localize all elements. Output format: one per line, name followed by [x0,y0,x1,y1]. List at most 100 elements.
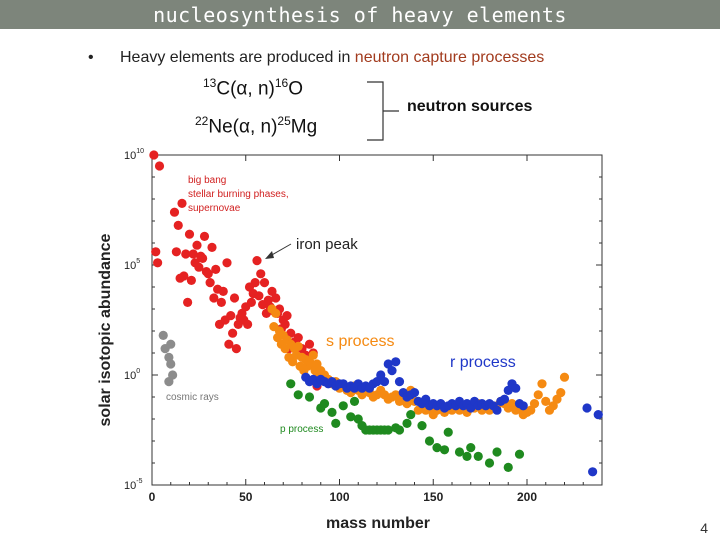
page-number: 4 [700,520,708,536]
p-data-point [394,425,405,435]
y-tick-label: 100 [124,368,140,382]
label-s-process: s process [326,333,394,350]
cosmic-data-point [164,377,174,387]
iron-peak-arrowhead [265,251,274,259]
cosmic-data-point [158,330,168,340]
s-data-point [533,390,543,400]
label-supernovae: supernovae [188,203,241,214]
y-axis-label: solar isotopic abundance [97,233,114,426]
big-data-point [179,271,189,281]
big-data-point [228,328,238,338]
big-data-point [188,249,198,259]
big-data-point [209,293,219,303]
x-tick-label: 0 [149,490,156,504]
bullet-point: • Heavy elements are produced in neutron… [88,49,544,67]
slide-title: nucleosynthesis of heavy elements [153,2,567,27]
big-data-point [194,262,204,272]
big-data-point [243,319,253,329]
p-data-point [454,447,465,457]
p-data-point [417,421,427,431]
big-data-point [218,286,228,296]
p-data-point [349,396,360,406]
big-data-point [256,269,266,279]
p-data-point [424,436,435,446]
p-data-point [503,462,513,472]
big-data-point [153,258,163,268]
p-data-point [439,445,450,455]
big-data-point [207,242,217,252]
label-r-process: r process [450,354,516,371]
r-data-point [379,377,390,387]
label-cosmic-rays: cosmic rays [166,392,219,403]
big-data-point [211,264,221,274]
r-data-point [394,377,405,387]
p-data-point [286,379,296,389]
bullet-text: Heavy elements are produced in neutron c… [120,49,544,67]
r-data-point [387,366,397,376]
big-data-point [192,240,202,250]
bullet-dot: • [88,49,94,66]
iron-peak-arrow [269,243,292,257]
p-data-point [492,447,502,457]
y-tick-label: 10-5 [124,478,143,492]
p-data-point [406,410,416,420]
y-tick-label: 1010 [124,148,144,162]
big-data-point [304,339,315,349]
big-data-point [252,256,262,266]
big-data-point [250,278,260,288]
label-iron-peak: iron peak [296,236,358,253]
bracket-icon [367,81,399,141]
big-data-point [259,278,270,288]
big-data-point [186,275,196,285]
s-data-point [537,379,547,389]
s-data-point [308,350,318,360]
reaction-22ne-product-mass: 25 [277,114,291,128]
x-tick-label: 150 [423,490,443,504]
big-data-point [205,278,215,288]
big-data-point [154,161,165,171]
big-data-point [271,293,281,303]
reaction-13c-product: O [288,78,303,100]
big-data-point [151,247,161,257]
p-data-point [346,412,356,422]
p-data-point [304,392,315,402]
big-data-point [173,220,183,230]
big-data-point [199,231,210,241]
x-tick-label: 200 [517,490,537,504]
p-data-point [462,451,472,461]
r-data-point [511,383,521,393]
big-data-point [198,253,208,263]
reaction-22ne: 22Ne(α, n)25Mg [195,114,317,138]
r-data-point [499,394,510,404]
r-data-point [582,403,592,413]
r-data-point [391,357,401,367]
p-data-point [432,443,442,453]
reaction-13c: 13C(α, n)16O [203,76,303,100]
reaction-13c-body: C(α, n) [216,78,275,100]
s-data-point [271,308,281,318]
p-data-point [319,399,330,409]
cosmic-data-point [166,339,176,349]
p-data-point [327,407,337,417]
x-axis-label: mass number [326,515,430,532]
big-data-point [216,297,226,307]
s-data-point [559,372,570,382]
big-data-point [181,249,191,259]
big-data-point [183,297,193,307]
reaction-13c-product-mass: 16 [274,76,289,90]
big-data-point [293,333,303,343]
x-tick-label: 100 [329,490,349,504]
y-tick-label: 105 [124,258,140,272]
p-data-point [443,427,453,437]
s-data-point [293,341,303,351]
p-data-point [466,443,476,453]
big-data-point [171,247,181,257]
p-data-point [484,458,495,468]
p-data-point [383,425,393,435]
s-data-point [556,388,566,398]
big-data-point [231,344,241,354]
s-data-point [529,399,540,409]
big-data-point [184,229,195,239]
p-data-point [473,451,483,461]
